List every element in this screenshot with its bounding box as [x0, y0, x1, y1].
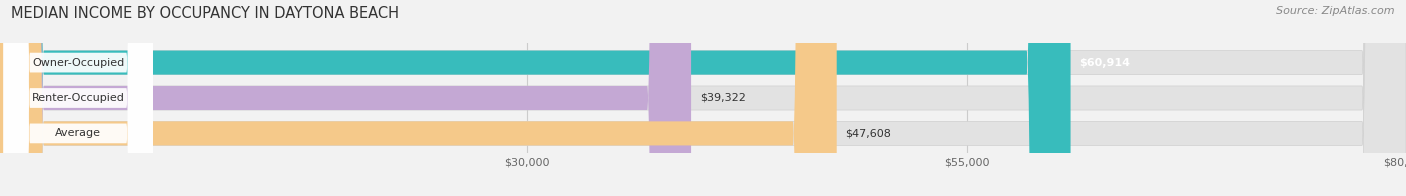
Text: MEDIAN INCOME BY OCCUPANCY IN DAYTONA BEACH: MEDIAN INCOME BY OCCUPANCY IN DAYTONA BE…: [11, 6, 399, 21]
Text: $39,322: $39,322: [700, 93, 745, 103]
FancyBboxPatch shape: [0, 0, 1070, 196]
FancyBboxPatch shape: [3, 0, 153, 196]
FancyBboxPatch shape: [0, 0, 692, 196]
FancyBboxPatch shape: [3, 0, 153, 196]
Text: Owner-Occupied: Owner-Occupied: [32, 58, 124, 68]
Text: $60,914: $60,914: [1080, 58, 1130, 68]
Text: Source: ZipAtlas.com: Source: ZipAtlas.com: [1277, 6, 1395, 16]
FancyBboxPatch shape: [3, 0, 153, 196]
Text: $47,608: $47,608: [845, 128, 891, 138]
Text: Average: Average: [55, 128, 101, 138]
Text: Renter-Occupied: Renter-Occupied: [32, 93, 125, 103]
FancyBboxPatch shape: [0, 0, 837, 196]
